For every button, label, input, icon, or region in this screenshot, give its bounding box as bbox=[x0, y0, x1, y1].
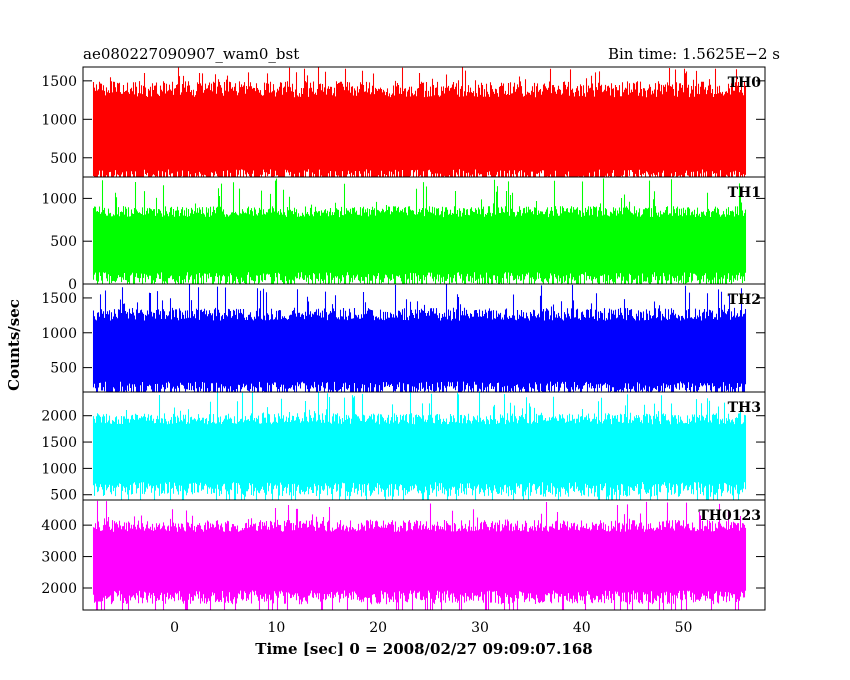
y-tick-label: 2000 bbox=[41, 581, 77, 597]
y-tick-label: 3000 bbox=[41, 550, 77, 566]
x-tick-label: 30 bbox=[471, 620, 489, 636]
x-tick-label: 10 bbox=[267, 620, 285, 636]
panel-label-th0123: TH0123 bbox=[698, 508, 761, 524]
x-tick-label: 40 bbox=[573, 620, 591, 636]
x-tick-label: 0 bbox=[170, 620, 179, 636]
panel-th3: 500 1000 1500 2000 TH3 bbox=[41, 391, 766, 504]
y-tick-label: 0 bbox=[68, 277, 77, 293]
y-tick-label: 500 bbox=[50, 361, 77, 377]
x-tick-label: 20 bbox=[369, 620, 387, 636]
panel-th0123: 2000 3000 4000 TH0123 bbox=[41, 499, 766, 611]
series-trace-th3 bbox=[92, 392, 747, 500]
chart-title-right: Bin time: 1.5625E−2 s bbox=[608, 45, 780, 63]
y-tick-label: 1000 bbox=[41, 112, 77, 128]
panel-label-th1: TH1 bbox=[728, 185, 761, 201]
panel-th2: 500 1000 1500 TH2 bbox=[41, 283, 766, 393]
panel-th1: 0 500 1000 TH1 bbox=[41, 176, 766, 293]
y-axis-label: Counts/sec bbox=[5, 299, 23, 391]
y-tick-label: 1500 bbox=[41, 74, 77, 90]
series-trace-th2 bbox=[92, 284, 747, 392]
y-tick-label: 2000 bbox=[41, 409, 77, 425]
y-tick-label: 1000 bbox=[41, 191, 77, 207]
y-tick-label: 1000 bbox=[41, 326, 77, 342]
panel-label-th2: TH2 bbox=[728, 292, 761, 308]
series-trace-th0 bbox=[92, 67, 747, 177]
chart-title-left: ae080227090907_wam0_bst bbox=[83, 45, 299, 63]
series-trace-th0123 bbox=[92, 500, 747, 610]
y-tick-label: 1500 bbox=[41, 435, 77, 451]
y-tick-label: 1500 bbox=[41, 291, 77, 307]
panel-th0: 500 1000 1500 TH0 bbox=[41, 66, 766, 178]
y-tick-label: 4000 bbox=[41, 518, 77, 534]
panel-frame bbox=[82, 499, 766, 611]
y-tick-label: 500 bbox=[50, 488, 77, 504]
panel-label-th3: TH3 bbox=[728, 400, 761, 416]
panel-label-th0: TH0 bbox=[728, 75, 762, 91]
y-tick-label: 500 bbox=[50, 151, 77, 167]
y-tick-label: 500 bbox=[50, 234, 77, 250]
y-tick-label: 1000 bbox=[41, 461, 77, 477]
x-tick-label: 50 bbox=[675, 620, 693, 636]
x-axis-label: Time [sec] 0 = 2008/02/27 09:09:07.168 bbox=[255, 640, 592, 658]
series-trace-th1 bbox=[92, 178, 747, 284]
